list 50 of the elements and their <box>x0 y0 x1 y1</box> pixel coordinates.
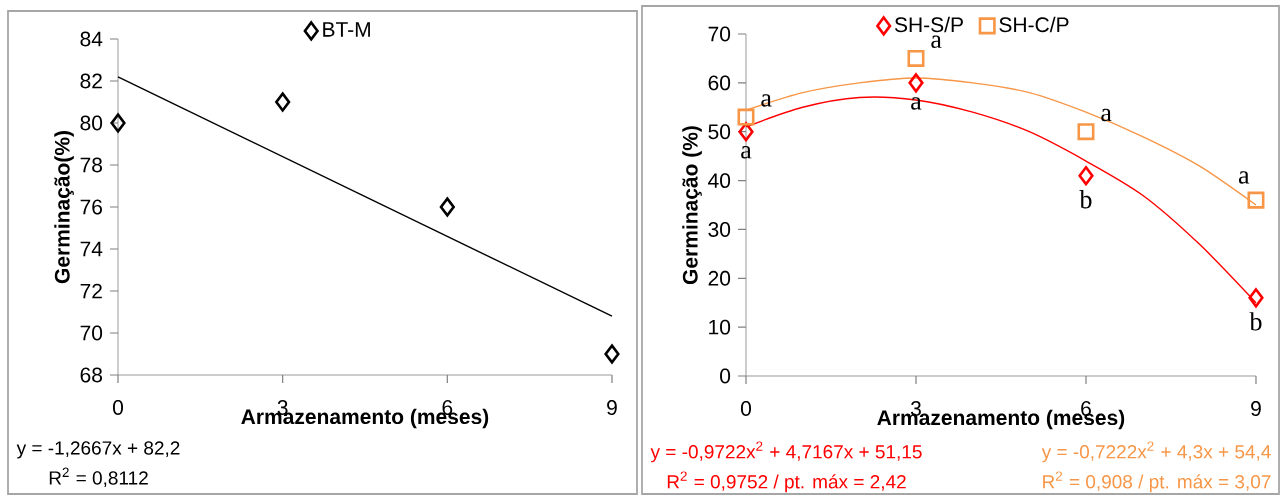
annotation: a <box>741 146 752 159</box>
point <box>1248 288 1264 308</box>
point <box>439 197 455 217</box>
annotation: a <box>1101 108 1112 122</box>
point <box>604 344 620 364</box>
point <box>1247 191 1265 209</box>
point <box>1078 165 1094 186</box>
y-tick-label: 76 <box>80 199 103 215</box>
y-tick-label: 74 <box>80 241 103 257</box>
point <box>908 73 924 93</box>
point <box>737 108 755 126</box>
y-tick-label: 10 <box>709 319 731 335</box>
text: y = -0,7222x$^{2}$ + 4,3x + 54,4 <box>1041 441 1271 463</box>
y-tick-label: 78 <box>80 157 103 173</box>
y-tick-label: 80 <box>80 115 103 131</box>
x-tick-label: 9 <box>1251 401 1261 416</box>
legend-label: SH-C/P <box>999 16 1069 33</box>
text: R$^{2}$ = 0,9752 / pt. máx = 2,42 <box>667 471 906 493</box>
annotation: a <box>911 97 922 110</box>
point <box>1077 123 1095 141</box>
annotation: a <box>931 35 942 49</box>
y-tick-label: 84 <box>80 31 103 47</box>
y-tick-label: 70 <box>80 325 103 341</box>
annotation: b <box>1079 190 1092 209</box>
annotation: b <box>1249 312 1262 331</box>
y-tick-label: 20 <box>708 270 731 286</box>
point <box>110 113 126 133</box>
y-tick-label: 82 <box>80 73 102 89</box>
y-tick-label: 50 <box>708 124 731 140</box>
text: y = -0,9722x$^{2}$ + 4,7167x + 51,15 <box>650 441 922 463</box>
y-tick-label: 68 <box>80 367 103 383</box>
point <box>907 49 925 67</box>
y-tick-label: 72 <box>80 283 102 299</box>
y-tick-label: 60 <box>708 75 731 91</box>
x-tick-label: 0 <box>740 401 752 416</box>
y-axis-title: Germinação (%) <box>682 126 702 285</box>
annotation: a <box>1238 171 1250 184</box>
x-tick-label: 0 <box>112 400 124 415</box>
point <box>275 92 291 112</box>
y-tick-label: 40 <box>708 173 731 189</box>
text: y = -1,2667x + 82,2 <box>16 441 180 459</box>
y-tick-label: 30 <box>708 222 731 237</box>
y-tick-label: 0 <box>720 368 731 384</box>
text: R$^{2}$ = 0,908 / pt. máx = 3,07 <box>1043 471 1271 493</box>
y-tick-label: 70 <box>708 26 731 42</box>
y-axis-title: Germinação(%) <box>54 131 74 284</box>
legend-label: BT-M <box>323 22 370 37</box>
legend-label: SH-S/P <box>894 16 963 33</box>
text: R$^{2}$ = 0,8112 <box>49 467 148 487</box>
x-tick-label: 9 <box>607 400 617 415</box>
